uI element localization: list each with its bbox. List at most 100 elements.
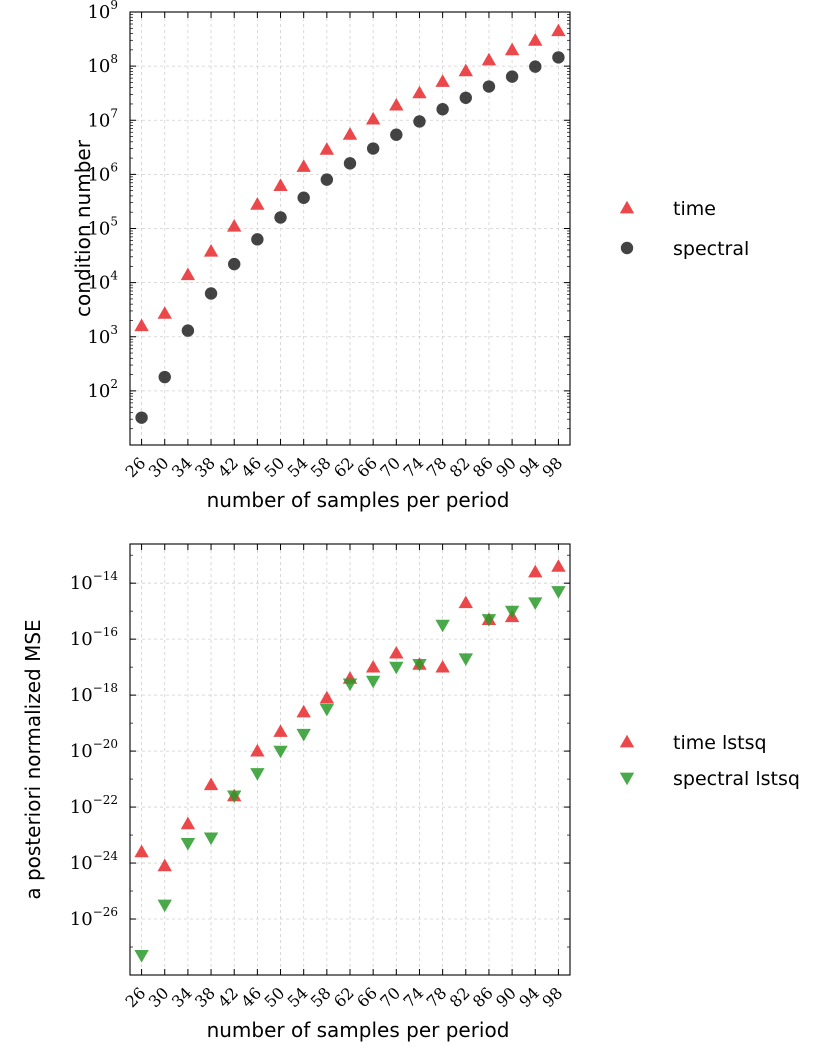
- y-tick-label: 10−14: [70, 569, 119, 594]
- data-point: [320, 173, 334, 186]
- x-tick-label: 98: [538, 983, 566, 1011]
- data-point: [435, 659, 450, 673]
- data-point: [551, 586, 566, 599]
- data-point: [528, 597, 543, 610]
- data-point: [505, 70, 519, 83]
- y-tick-label: 106: [87, 160, 118, 185]
- data-point: [203, 777, 219, 791]
- x-axis-label: number of samples per period: [207, 1018, 510, 1042]
- data-point: [528, 33, 543, 46]
- y-tick-label: 104: [87, 269, 118, 294]
- series-time: [134, 23, 566, 332]
- y-tick-label: 102: [87, 377, 118, 402]
- data-point: [412, 85, 427, 99]
- series-spectral: [135, 51, 565, 424]
- data-point: [435, 74, 450, 87]
- data-point: [157, 306, 172, 319]
- data-point: [342, 127, 358, 140]
- data-point: [389, 645, 404, 659]
- x-tick-label: 98: [538, 453, 566, 481]
- data-point: [180, 267, 196, 281]
- data-point: [365, 675, 381, 689]
- data-point: [227, 219, 242, 232]
- data-point: [134, 844, 149, 858]
- data-point: [274, 211, 287, 224]
- y-tick-label: 107: [87, 106, 118, 131]
- legend-label: spectral lstsq: [673, 768, 800, 790]
- data-point: [459, 91, 472, 104]
- data-point: [250, 197, 265, 210]
- data-point: [135, 411, 148, 424]
- legend-marker: [619, 772, 635, 786]
- data-point: [227, 790, 242, 804]
- data-point: [481, 614, 497, 627]
- y-tick-label: 105: [87, 215, 118, 240]
- data-point: [180, 838, 196, 851]
- data-point: [551, 23, 566, 37]
- data-point: [551, 559, 566, 572]
- y-tick-label: 10−22: [70, 793, 118, 818]
- data-point: [390, 128, 403, 141]
- data-point: [389, 97, 404, 111]
- data-point: [365, 659, 381, 673]
- y-tick-label: 10−16: [70, 625, 118, 650]
- data-point: [458, 63, 473, 77]
- data-point: [366, 142, 380, 155]
- legend-label: time: [673, 198, 716, 220]
- y-tick-label: 108: [87, 52, 118, 77]
- data-point: [389, 661, 404, 675]
- data-point: [273, 745, 288, 759]
- y-tick-label: 103: [87, 323, 118, 348]
- data-point: [228, 257, 241, 271]
- data-point: [482, 80, 496, 93]
- data-point: [297, 191, 310, 204]
- data-point: [134, 950, 149, 963]
- data-point: [529, 60, 542, 73]
- legend: time lstsq spectral lstsq: [619, 732, 800, 790]
- y-tick-label: 10−24: [70, 849, 119, 874]
- legend: time spectral: [619, 198, 749, 260]
- legend-marker: [620, 241, 634, 255]
- y-axis-label: condition number: [71, 139, 95, 317]
- data-point: [204, 287, 218, 300]
- data-point: [504, 42, 520, 56]
- data-point: [365, 111, 381, 125]
- data-point: [504, 605, 520, 619]
- y-axis-label: a posteriori normalized MSE: [21, 619, 45, 899]
- data-point: [481, 52, 497, 66]
- data-point: [273, 724, 288, 737]
- data-point: [158, 370, 171, 384]
- data-point: [180, 816, 196, 830]
- plot-frame: [129, 543, 571, 976]
- legend-marker: [619, 734, 635, 748]
- data-point: [458, 595, 473, 609]
- data-point: [435, 619, 450, 633]
- data-point: [319, 703, 335, 717]
- data-point: [296, 159, 311, 172]
- y-tick-label: 10−20: [70, 737, 118, 762]
- series-spectral-lstsq: [134, 586, 566, 963]
- data-point: [436, 103, 449, 116]
- data-point: [273, 178, 288, 192]
- legend-label: spectral: [673, 238, 749, 260]
- data-point: [413, 115, 426, 128]
- data-point: [250, 743, 265, 757]
- data-point: [181, 324, 195, 337]
- data-point: [458, 653, 473, 666]
- chart-1: 1021031041051061071081092630343842465054…: [71, 0, 749, 512]
- data-point: [528, 564, 543, 578]
- y-tick-label: 10−18: [70, 681, 118, 706]
- data-point: [296, 704, 311, 718]
- plot-frame: [129, 11, 571, 446]
- data-point: [157, 858, 172, 872]
- x-axis-label: number of samples per period: [207, 488, 510, 512]
- data-point: [343, 157, 357, 170]
- data-point: [250, 768, 265, 781]
- data-point: [203, 244, 219, 257]
- data-point: [203, 832, 219, 846]
- legend-marker: [619, 200, 635, 214]
- data-point: [319, 142, 335, 155]
- data-point: [319, 690, 335, 704]
